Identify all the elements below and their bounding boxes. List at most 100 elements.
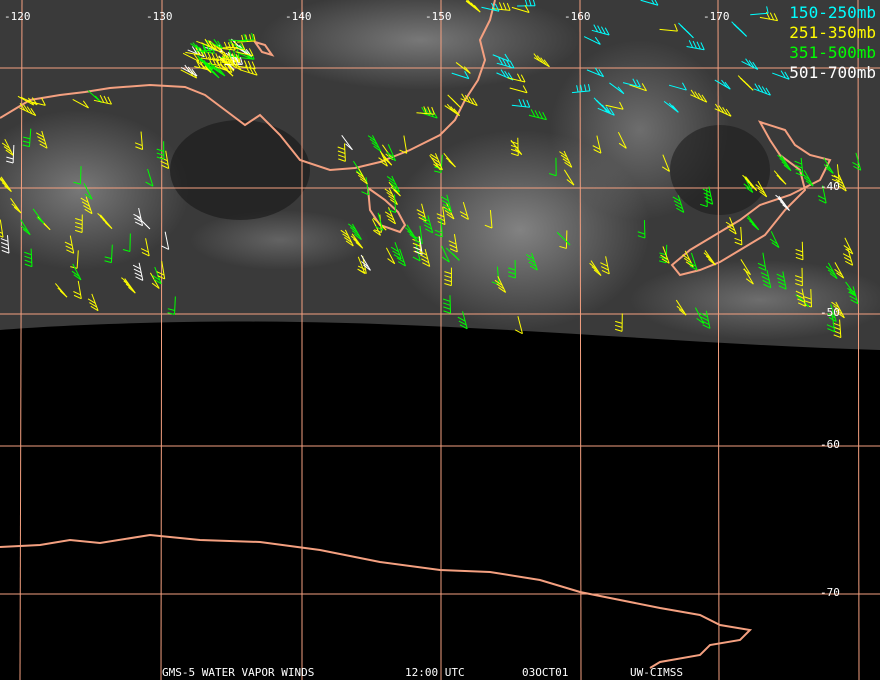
barb-staff xyxy=(239,69,258,76)
barb-tick xyxy=(758,266,767,271)
barb-staff xyxy=(489,210,493,229)
barb-tick xyxy=(65,245,74,250)
barb-tick xyxy=(235,57,239,65)
wind-barb xyxy=(208,62,226,77)
barb-tick xyxy=(218,56,226,64)
clouds xyxy=(0,0,880,340)
wind-barb xyxy=(614,313,623,332)
barb-staff xyxy=(72,98,89,109)
barb-tick xyxy=(187,66,194,75)
wind-barb xyxy=(492,2,511,11)
barb-staff xyxy=(509,87,528,94)
barb-staff xyxy=(419,225,423,244)
barb-tick xyxy=(207,56,213,65)
barb-tick xyxy=(533,53,540,62)
barb-tick xyxy=(204,65,212,73)
barb-staff xyxy=(740,259,751,275)
barb-tick xyxy=(834,268,843,276)
barb-staff xyxy=(663,100,679,113)
barb-tick xyxy=(559,151,567,158)
barb-staff xyxy=(766,270,772,288)
barb-staff xyxy=(32,208,45,224)
barb-tick xyxy=(216,60,222,69)
barb-tick xyxy=(239,57,243,65)
barb-tick xyxy=(761,276,770,281)
barb-tick xyxy=(522,99,527,107)
barb-staff xyxy=(830,304,837,322)
barb-tick xyxy=(672,105,679,113)
barb-tick xyxy=(4,185,12,192)
barb-staff xyxy=(640,0,659,6)
barb-tick xyxy=(203,51,208,60)
barb-tick xyxy=(64,241,73,246)
barb-staff xyxy=(28,128,32,147)
barb-tick xyxy=(70,266,78,269)
barb-tick xyxy=(672,196,681,202)
wind-barb xyxy=(660,246,670,264)
barb-tick xyxy=(197,55,204,63)
barb-tick xyxy=(191,46,198,55)
barb-tick xyxy=(696,317,705,324)
barb-tick xyxy=(734,241,743,246)
barb-tick xyxy=(749,220,757,228)
barb-tick xyxy=(227,64,233,73)
barb-tick xyxy=(384,158,393,166)
barb-tick xyxy=(795,279,803,283)
barb-tick xyxy=(748,60,755,68)
barb-tick xyxy=(803,176,812,184)
lat-label: -50 xyxy=(820,306,840,319)
barb-tick xyxy=(386,191,395,198)
barb-tick xyxy=(24,251,32,256)
barb-staff xyxy=(510,139,523,155)
barb-tick xyxy=(223,41,228,50)
wind-barb xyxy=(71,263,82,281)
barb-staff xyxy=(762,252,767,271)
wind-barb xyxy=(375,212,384,231)
barb-tick xyxy=(345,240,354,247)
barb-tick xyxy=(349,226,358,234)
wind-barb xyxy=(795,241,804,261)
wind-barb xyxy=(509,85,528,94)
barb-tick xyxy=(211,43,218,52)
barb-staff xyxy=(834,262,845,279)
barb-staff xyxy=(421,203,427,222)
barb-tick xyxy=(23,104,29,113)
barb-tick xyxy=(228,49,232,57)
wind-barb xyxy=(675,299,687,316)
wind-barb xyxy=(350,233,364,249)
wind-barb xyxy=(528,109,547,121)
barb-tick xyxy=(509,60,515,69)
barb-staff xyxy=(201,42,218,52)
barb-tick xyxy=(0,178,8,186)
barb-staff xyxy=(214,65,233,73)
barb-tick xyxy=(833,334,842,339)
barb-staff xyxy=(583,36,601,45)
wind-barb xyxy=(235,32,254,42)
barb-tick xyxy=(73,291,81,296)
barb-tick xyxy=(534,110,540,118)
wind-barb xyxy=(156,141,165,160)
barb-tick xyxy=(470,2,478,10)
barb-tick xyxy=(211,52,216,61)
barb-staff xyxy=(212,46,228,58)
barb-staff xyxy=(665,244,668,263)
barb-tick xyxy=(143,222,151,230)
barb-tick xyxy=(219,62,226,71)
barb-tick xyxy=(525,254,534,260)
barb-tick xyxy=(167,312,175,315)
wind-barb xyxy=(414,236,423,255)
barb-tick xyxy=(156,271,165,276)
barb-tick xyxy=(202,43,206,51)
barb-staff xyxy=(110,244,113,263)
wind-barb xyxy=(416,106,435,115)
wind-barb xyxy=(600,256,610,275)
barb-tick xyxy=(779,201,788,208)
barb-tick xyxy=(133,213,142,219)
barb-tick xyxy=(215,66,223,75)
wind-barb xyxy=(217,41,236,51)
barb-tick xyxy=(504,53,510,62)
barb-tick xyxy=(203,62,211,71)
barb-tick xyxy=(464,94,471,103)
barb-tick xyxy=(632,78,638,87)
wind-barb xyxy=(640,0,659,6)
